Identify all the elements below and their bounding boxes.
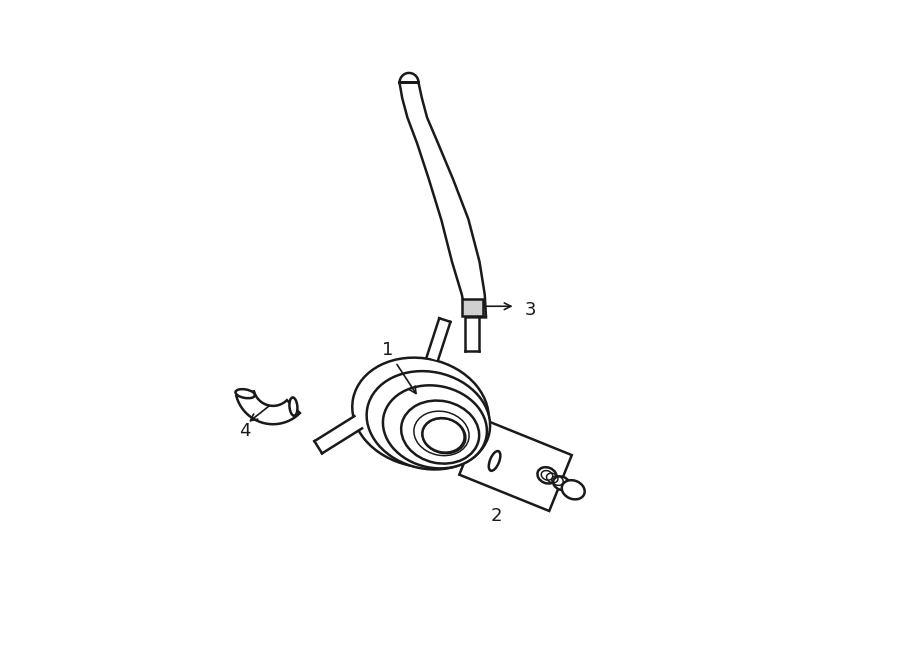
Polygon shape <box>237 391 300 424</box>
Text: 1: 1 <box>382 342 416 393</box>
Text: 3: 3 <box>525 301 536 319</box>
Polygon shape <box>400 73 486 317</box>
Ellipse shape <box>290 397 297 416</box>
Ellipse shape <box>236 389 255 398</box>
Text: 4: 4 <box>238 422 250 440</box>
Text: 2: 2 <box>491 506 501 525</box>
Polygon shape <box>462 299 482 316</box>
Polygon shape <box>465 316 480 352</box>
Ellipse shape <box>352 358 489 467</box>
Ellipse shape <box>401 401 479 463</box>
Polygon shape <box>314 416 362 453</box>
Polygon shape <box>427 318 451 360</box>
Polygon shape <box>459 418 572 511</box>
Ellipse shape <box>554 477 570 490</box>
Ellipse shape <box>366 371 490 469</box>
Ellipse shape <box>537 467 556 484</box>
Ellipse shape <box>422 418 464 453</box>
Ellipse shape <box>382 385 487 469</box>
Ellipse shape <box>489 451 500 471</box>
Ellipse shape <box>562 480 585 499</box>
